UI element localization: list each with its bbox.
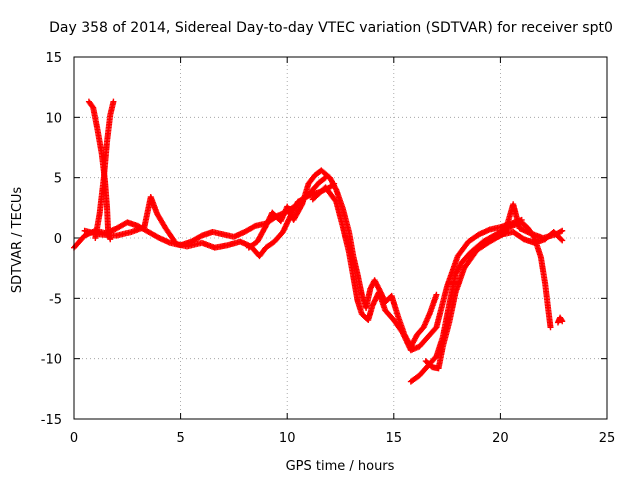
data-point — [558, 317, 565, 324]
data-point — [547, 324, 554, 331]
y-tick-label: 15 — [45, 51, 62, 66]
series-track-9 — [486, 228, 566, 246]
data-point — [332, 197, 339, 204]
x-tick-label: 15 — [386, 431, 403, 446]
data-point — [110, 98, 117, 105]
x-tick-label: 0 — [70, 431, 78, 446]
y-tick-label: 10 — [45, 111, 62, 126]
data-point — [559, 237, 566, 244]
data-point — [558, 236, 565, 243]
data-point — [433, 291, 440, 298]
series-track-6 — [309, 184, 525, 354]
chart-title: Day 358 of 2014, Sidereal Day-to-day VTE… — [49, 20, 613, 36]
y-tick-label: -5 — [49, 292, 62, 307]
y-axis-label: SDTVAR / TECUs — [10, 187, 25, 294]
x-axis-label: GPS time / hours — [286, 459, 395, 474]
data-point — [559, 227, 566, 234]
x-tick-label: 25 — [599, 431, 616, 446]
y-tick-label: 0 — [54, 232, 62, 247]
series-track-10 — [554, 314, 566, 326]
series-track-5 — [245, 167, 440, 350]
x-tick-label: 10 — [279, 431, 296, 446]
data-point — [89, 103, 96, 110]
data-points — [71, 98, 566, 385]
y-tick-label: -10 — [41, 353, 62, 368]
y-tick-label: 5 — [54, 172, 62, 187]
plot-frame — [73, 56, 608, 420]
x-tick-label: 5 — [176, 431, 184, 446]
axis-ticks: 0 5 10 15 20 25 -15 -10 -5 0 5 10 15 — [41, 51, 616, 446]
data-point — [559, 318, 566, 325]
data-point — [557, 228, 564, 235]
y-tick-label: -15 — [41, 413, 62, 428]
series-track-4 — [81, 180, 338, 260]
x-tick-label: 20 — [492, 431, 509, 446]
